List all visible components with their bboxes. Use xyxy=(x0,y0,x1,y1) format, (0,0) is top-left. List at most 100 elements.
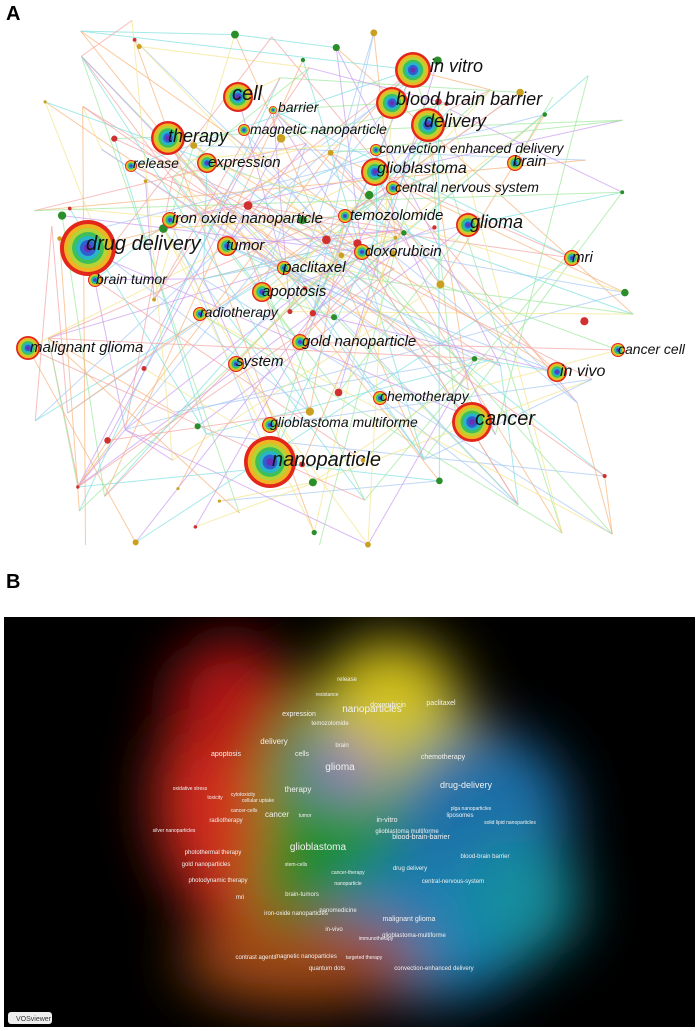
edge xyxy=(576,402,613,535)
edge xyxy=(199,313,613,535)
edge xyxy=(134,39,327,241)
edge xyxy=(80,55,197,211)
edge xyxy=(202,278,271,426)
minor-node xyxy=(542,112,548,117)
edge xyxy=(59,114,545,239)
node-ring xyxy=(235,94,241,100)
edge xyxy=(163,215,346,230)
edge xyxy=(301,282,425,460)
minor-node xyxy=(57,211,67,220)
edge xyxy=(174,358,475,413)
minor-node xyxy=(243,201,253,210)
minor-node xyxy=(57,236,62,241)
term-label: contrast agents xyxy=(235,955,276,961)
node-ring xyxy=(466,223,470,227)
minor-node xyxy=(136,43,142,50)
edge xyxy=(130,60,438,167)
node-ring xyxy=(555,370,559,374)
minor-node xyxy=(104,437,111,444)
minor-node xyxy=(364,190,374,200)
edge xyxy=(197,224,469,427)
edge xyxy=(78,440,108,487)
edge xyxy=(80,30,235,36)
term-label: glioblastoma xyxy=(290,842,347,853)
node-ring xyxy=(425,122,431,128)
minor-node xyxy=(300,57,306,63)
term-label: stem-cells xyxy=(285,862,308,868)
term-label: cancer-therapy xyxy=(331,870,365,876)
edge xyxy=(104,109,451,497)
node-label: apoptosis xyxy=(262,283,327,300)
minor-node xyxy=(332,44,340,52)
minor-node xyxy=(143,179,148,183)
minor-node xyxy=(338,252,345,259)
edge xyxy=(169,145,195,221)
minor-node xyxy=(111,135,118,142)
edge xyxy=(113,138,207,435)
edge xyxy=(302,219,473,423)
term-label: cells xyxy=(295,751,310,758)
edge xyxy=(34,226,53,421)
term-label: cancer xyxy=(265,810,289,819)
minor-node xyxy=(190,141,198,149)
term-label: iron-oxide nanoparticles xyxy=(264,911,328,917)
edge xyxy=(80,56,240,514)
term-label: glioblastoma-multiforme xyxy=(382,933,446,939)
edge xyxy=(604,475,613,535)
edge xyxy=(494,75,589,435)
edge xyxy=(59,238,80,511)
minor-node xyxy=(141,365,147,372)
edges xyxy=(27,20,634,546)
edge xyxy=(77,268,395,488)
edge xyxy=(362,358,475,461)
node-ring xyxy=(272,109,274,111)
minor-node xyxy=(389,250,397,258)
minor-node xyxy=(327,149,334,156)
term-label: doxorubicin xyxy=(370,702,406,709)
edge xyxy=(203,278,613,535)
edge xyxy=(269,215,346,463)
edge xyxy=(319,124,429,546)
edge xyxy=(272,109,558,373)
term-label: chemotherapy xyxy=(421,754,466,761)
edge xyxy=(80,30,440,482)
node-label: brain xyxy=(513,153,546,170)
minor-node xyxy=(231,30,239,39)
edge xyxy=(230,209,378,279)
edge xyxy=(177,433,207,489)
minor-node xyxy=(176,487,180,491)
minor-node xyxy=(401,230,407,236)
edge xyxy=(34,252,310,422)
edge xyxy=(172,283,441,461)
node-label: system xyxy=(236,353,284,370)
node-label: expression xyxy=(208,154,281,171)
edge xyxy=(440,283,619,351)
term-label: nanoparticle xyxy=(334,881,361,887)
edge xyxy=(312,32,375,314)
node-label: doxorubicin xyxy=(365,243,442,260)
node-label: drug delivery xyxy=(86,233,202,255)
edge xyxy=(280,103,447,139)
edge xyxy=(48,337,494,360)
node-label: glioblastoma multiforme xyxy=(270,414,418,430)
node-label: cancer cell xyxy=(618,341,686,357)
edge xyxy=(514,96,554,164)
density-map: nanoparticles glioma glioblastoma drug-deli… xyxy=(153,640,580,1005)
edge xyxy=(130,165,395,270)
node-ring xyxy=(283,267,285,269)
edge xyxy=(283,267,475,360)
term-label: targeted therapy xyxy=(346,955,383,961)
minor-node xyxy=(432,225,437,230)
node-ring xyxy=(344,215,346,217)
node-ring xyxy=(513,161,517,165)
node-label: convection enhanced delivery xyxy=(379,140,564,156)
edge xyxy=(226,142,307,247)
node-label: in vivo xyxy=(560,363,605,380)
term-label: glioma xyxy=(325,762,355,773)
node-ring xyxy=(389,100,395,106)
edge xyxy=(289,32,375,312)
term-label: in-vitro xyxy=(376,817,397,824)
minor-node xyxy=(370,29,378,37)
edge xyxy=(199,313,563,534)
edge xyxy=(124,429,173,461)
